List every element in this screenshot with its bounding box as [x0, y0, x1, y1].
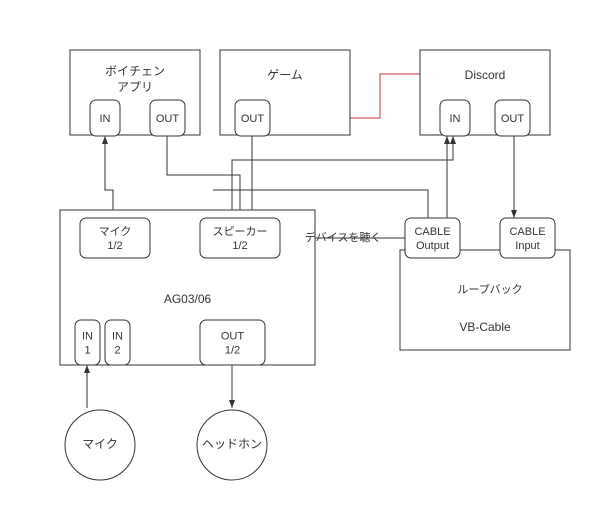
edge-2	[167, 136, 240, 218]
voicechanger-title: ボイチェン	[105, 64, 165, 78]
port-label-spk12-1: スピーカー	[213, 225, 268, 238]
port-label-ag_out-2: 1/2	[225, 344, 240, 356]
port-label-cab_in-1: CABLE	[509, 226, 545, 238]
port-label-mic12-1: マイク	[99, 225, 132, 238]
port-label-cab_in-2: Input	[515, 240, 539, 252]
port-ag_in2	[105, 320, 130, 365]
port-cab_in	[500, 218, 555, 258]
port-label-dc_in: IN	[450, 113, 461, 125]
port-spk12	[200, 218, 280, 258]
ag-title: AG03/06	[164, 292, 212, 306]
port-label-ag_in1-2: 1	[84, 344, 90, 356]
voicechanger-title-2: アプリ	[117, 80, 153, 94]
port-ag_in1	[75, 320, 100, 365]
port-label-mic12-2: 1/2	[107, 240, 122, 252]
port-label-dc_out: OUT	[501, 113, 525, 125]
port-label-vc_in: IN	[100, 113, 111, 125]
circle-mic-label: マイク	[82, 437, 118, 451]
port-label-ag_in2-1: IN	[112, 330, 123, 342]
port-label-ag_in1-1: IN	[82, 330, 93, 342]
port-label-game_out: OUT	[241, 113, 265, 125]
game-title: ゲーム	[267, 68, 303, 82]
edge-label-loopback: ループバック	[457, 283, 522, 296]
port-mic12	[80, 218, 150, 258]
port-label-ag_in2-2: 2	[114, 344, 120, 356]
port-ag_out	[200, 320, 265, 365]
discord-title: Discord	[465, 68, 506, 82]
diagram-canvas: ボイチェンアプリ ゲーム Discord AG03/06 VB-Cable IN OUT OU…	[0, 0, 612, 522]
edge-0	[105, 136, 113, 218]
port-label-cab_out-1: CABLE	[414, 226, 450, 238]
edge-label-listen: デバイスを聴く	[305, 230, 382, 244]
port-label-cab_out-2: Output	[416, 240, 449, 252]
container-vb	[400, 250, 570, 350]
port-label-ag_out-1: OUT	[221, 330, 245, 342]
vb-title: VB-Cable	[459, 320, 511, 334]
circle-headphone-label: ヘッドホン	[202, 437, 262, 451]
port-label-vc_out: OUT	[156, 113, 180, 125]
port-cab_out	[405, 218, 460, 258]
edge-6	[232, 136, 453, 218]
port-label-spk12-2: 1/2	[232, 240, 247, 252]
